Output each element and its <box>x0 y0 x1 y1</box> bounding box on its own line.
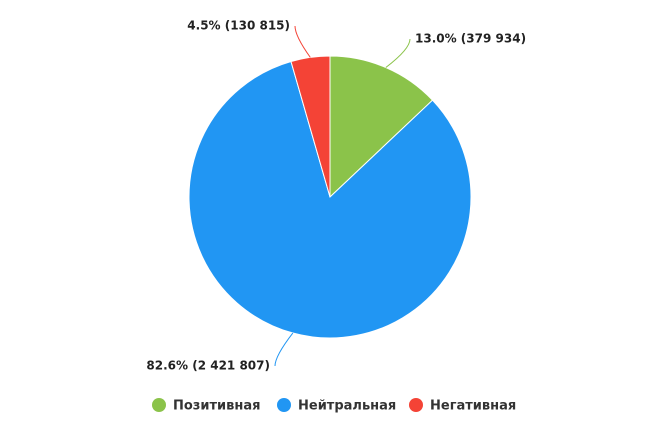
leader-line <box>294 25 311 58</box>
legend-marker <box>277 398 291 412</box>
leader-line <box>274 332 294 367</box>
legend-label: Нейтральная <box>298 399 396 414</box>
legend-marker <box>152 398 166 412</box>
pie-slice <box>290 55 331 198</box>
legend: Позитивная Нейтральная Негативная <box>152 398 516 414</box>
legend-label: Негативная <box>430 399 516 414</box>
pie-slice <box>188 60 472 339</box>
data-label: 13.0% (379 934) <box>415 32 526 46</box>
legend-label: Позитивная <box>173 399 260 414</box>
legend-marker <box>409 398 423 412</box>
leader-line <box>385 38 411 68</box>
data-label: 4.5% (130 815) <box>187 19 290 33</box>
data-label: 82.6% (2 421 807) <box>146 359 270 373</box>
